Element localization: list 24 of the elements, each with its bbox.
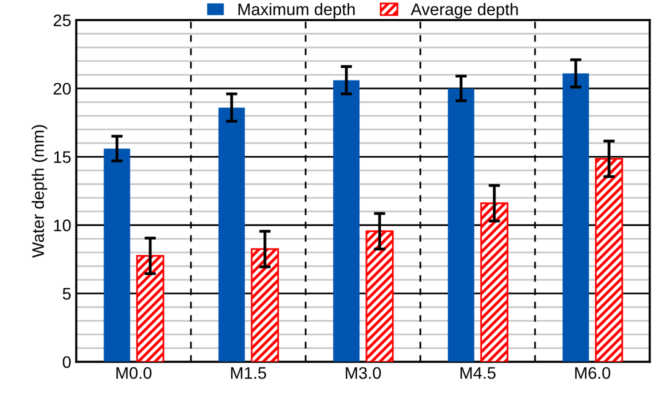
bar <box>250 248 279 362</box>
x-tick-label: M0.0 <box>116 367 152 379</box>
y-tick-label: 15 <box>54 151 71 163</box>
y-tick-label: 25 <box>54 14 71 26</box>
bar <box>448 88 474 362</box>
y-tick-label: 5 <box>62 288 71 300</box>
bar <box>333 80 360 362</box>
bar <box>104 148 130 362</box>
bar <box>366 230 394 362</box>
x-tick-label: M3.0 <box>346 367 381 379</box>
x-tick-label: M4.5 <box>460 367 496 379</box>
legend-label: Average depth <box>410 3 518 19</box>
bar <box>218 108 245 362</box>
x-tick-label: M1.5 <box>231 367 266 379</box>
y-tick-label: 20 <box>54 82 71 95</box>
bar <box>480 202 508 362</box>
y-axis-title: Water depth (mm) <box>32 125 48 258</box>
legend-label: Maximum depth <box>238 3 355 19</box>
x-tick-label: M6.0 <box>575 367 610 379</box>
bar <box>594 158 624 362</box>
y-tick-label: 0 <box>62 356 71 368</box>
y-tick-label: 10 <box>54 220 71 232</box>
bar <box>136 255 164 362</box>
bar <box>562 73 589 362</box>
